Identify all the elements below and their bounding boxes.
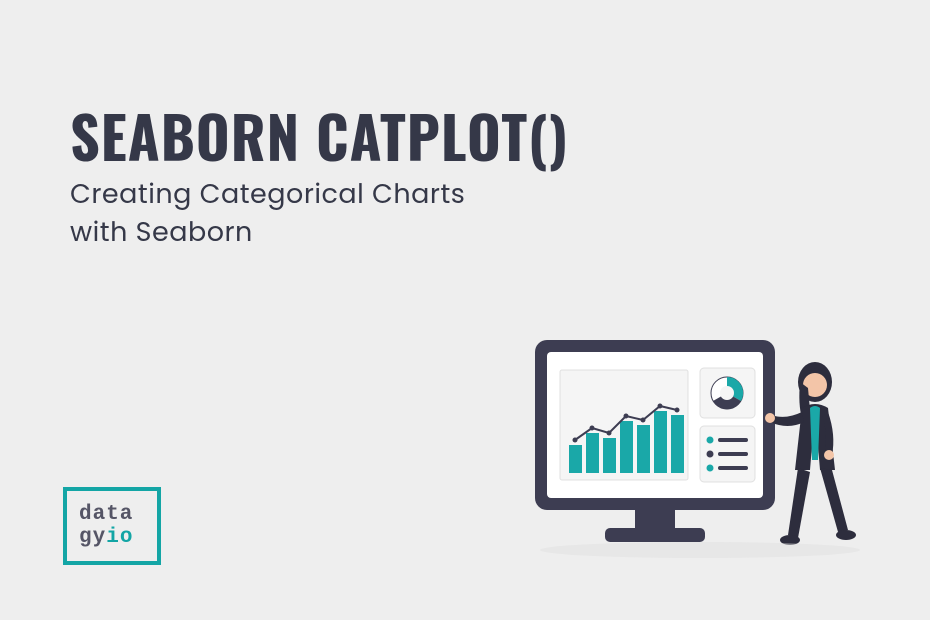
page-title: SEABORN CATPLOT()	[70, 105, 860, 166]
datagy-logo: data gyio	[63, 487, 161, 565]
page-subtitle: Creating Categorical Charts with Seaborn	[70, 176, 860, 252]
list-widget-icon	[700, 426, 755, 482]
pie-chart-icon	[700, 368, 755, 418]
logo-text-line1: data	[79, 503, 133, 526]
monitor-icon	[535, 340, 775, 542]
logo-text-line2: gyio	[79, 526, 133, 549]
illustration	[525, 330, 875, 570]
person-icon	[765, 362, 856, 545]
